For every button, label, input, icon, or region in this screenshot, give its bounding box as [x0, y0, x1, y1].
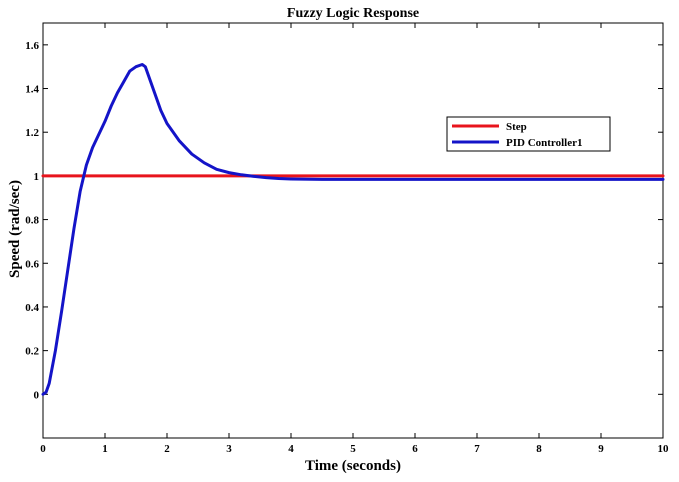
legend-box	[446, 116, 611, 152]
y-axis-ticks: 0 0.2 0.4 0.6 0.8 1 1.2 1.4 1.6	[25, 40, 663, 401]
y-tick-label: 0.2	[25, 346, 39, 358]
x-tick-label: 10	[658, 443, 670, 455]
x-tick-label: 3	[226, 443, 232, 455]
x-tick-label: 2	[164, 443, 170, 455]
y-axis-label: Speed (rad/sec)	[7, 180, 23, 278]
chart-title: Fuzzy Logic Response	[287, 6, 419, 21]
y-tick-label: 0.4	[25, 302, 39, 314]
legend-label-step: Step	[506, 121, 527, 133]
legend-label-pid-controller1: PID Controller1	[506, 137, 582, 149]
x-tick-label: 8	[536, 443, 542, 455]
y-tick-label: 1.4	[25, 84, 39, 96]
legend: Step PID Controller1	[446, 116, 611, 152]
x-tick-label: 9	[598, 443, 604, 455]
x-tick-label: 4	[288, 443, 294, 455]
x-tick-label: 5	[350, 443, 356, 455]
y-tick-label: 1	[34, 171, 40, 183]
y-tick-label: 0	[34, 389, 40, 401]
y-tick-label: 1.6	[25, 40, 39, 52]
y-tick-label: 1.2	[25, 127, 39, 139]
plot-area	[42, 22, 664, 439]
x-tick-label: 7	[474, 443, 480, 455]
x-axis-label: Time (seconds)	[305, 458, 401, 474]
x-axis-ticks: 0 1 2 3 4 5 6 7 8 9 10	[40, 23, 669, 455]
y-tick-label: 0.8	[25, 215, 39, 227]
series-line-pid-controller1	[41, 63, 665, 396]
x-tick-label: 0	[40, 443, 46, 455]
x-tick-label: 1	[102, 443, 108, 455]
series-layer	[41, 63, 665, 396]
y-tick-label: 0.6	[25, 258, 39, 270]
x-tick-label: 6	[412, 443, 418, 455]
